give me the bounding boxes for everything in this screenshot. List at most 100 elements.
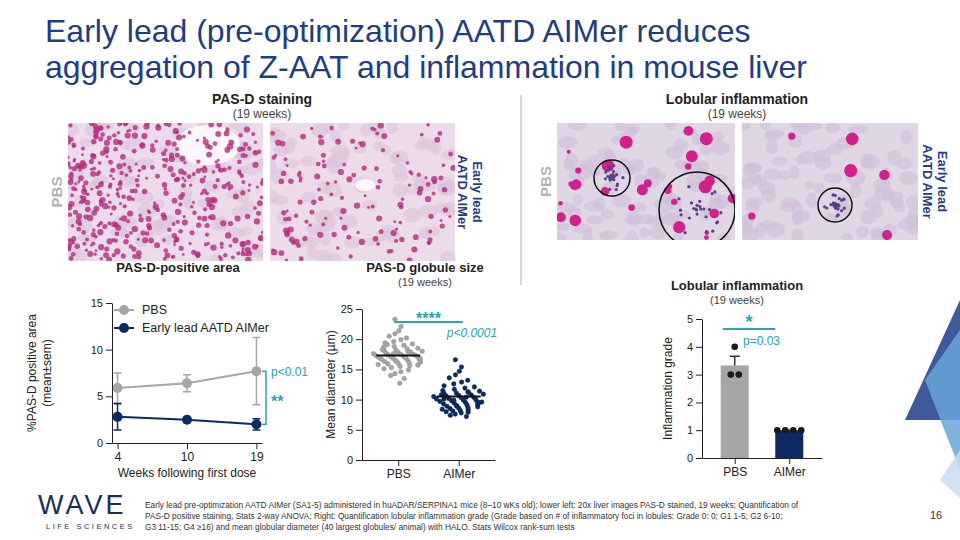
- data-point: [475, 405, 480, 410]
- image-texture: [99, 197, 105, 203]
- data-point: [442, 383, 447, 388]
- image-texture: [417, 190, 423, 196]
- image-texture: [117, 131, 121, 135]
- image-texture: [113, 147, 118, 152]
- image-texture: [90, 154, 96, 160]
- image-texture: [108, 160, 113, 165]
- image-texture: [708, 208, 711, 211]
- image-texture: [900, 130, 911, 145]
- image-texture: [179, 156, 185, 162]
- x-tick: 10: [181, 443, 195, 464]
- image-texture: [613, 175, 616, 178]
- image-texture: [432, 191, 436, 195]
- data-point: [453, 412, 458, 417]
- y-tick-mark: [696, 430, 702, 431]
- image-texture: [87, 215, 93, 221]
- image-texture: [176, 135, 182, 141]
- image-texture: [204, 242, 208, 246]
- image-texture: [210, 244, 216, 250]
- image-texture: [247, 146, 252, 151]
- image-texture: [318, 196, 323, 201]
- image-texture: [108, 185, 112, 189]
- image-texture: [155, 174, 160, 179]
- image-texture: [169, 152, 174, 157]
- data-point: [480, 400, 485, 405]
- image-texture: [600, 232, 611, 240]
- data-point: [798, 427, 805, 434]
- image-texture: [351, 173, 356, 178]
- image-texture: [163, 190, 168, 195]
- image-texture: [166, 215, 177, 223]
- y-tick-mark: [356, 400, 362, 401]
- image-texture: [164, 123, 169, 126]
- image-texture: [274, 154, 277, 157]
- data-point: [459, 411, 464, 416]
- image-texture: [209, 204, 215, 210]
- x-axis: 41019: [113, 443, 264, 464]
- image-texture: [78, 223, 81, 226]
- y-tick-label: 25: [341, 303, 353, 315]
- image-texture: [609, 167, 612, 170]
- image-texture: [119, 171, 123, 175]
- y-tick-label: 1: [687, 424, 693, 436]
- footnote: Early lead pre-optimization AATD AIMer (…: [145, 500, 799, 510]
- image-texture: [567, 150, 571, 154]
- image-texture: [182, 135, 186, 139]
- image-texture: [195, 253, 200, 258]
- image-texture: [124, 173, 128, 177]
- image-texture: [648, 167, 661, 178]
- image-texture: [172, 233, 177, 238]
- image-texture: [150, 147, 156, 153]
- image-texture: [140, 230, 145, 235]
- image-texture: [888, 191, 903, 204]
- image-texture: [339, 217, 342, 220]
- image-texture: [840, 209, 843, 212]
- image-texture: [175, 147, 179, 151]
- y-tick-mark: [356, 460, 362, 461]
- image-texture: [121, 195, 126, 200]
- image-texture: [373, 236, 379, 242]
- image-texture: [93, 123, 98, 128]
- image-texture: [688, 216, 691, 219]
- data-point: [453, 357, 458, 362]
- image-texture: [309, 224, 312, 227]
- image-texture: [142, 237, 148, 243]
- image-texture: [155, 125, 161, 131]
- image-texture: [148, 238, 154, 244]
- image-texture: [147, 209, 151, 213]
- image-texture: [719, 211, 722, 214]
- image-texture: [326, 182, 330, 186]
- image-texture: [363, 200, 378, 211]
- image-texture: [442, 202, 455, 214]
- x-tick-mark: [118, 443, 119, 449]
- y-tick-label: 10: [341, 394, 353, 406]
- y-tick: 10: [341, 394, 362, 406]
- image-texture: [616, 184, 619, 187]
- image-texture: [77, 180, 80, 183]
- image-texture: [846, 133, 859, 146]
- image-texture: [135, 178, 139, 182]
- image-texture: [175, 177, 180, 182]
- slide-title: aggregation of Z-AAT and inflammation in…: [45, 49, 807, 85]
- image-texture: [68, 248, 71, 251]
- image-texture: [72, 241, 75, 244]
- image-texture: [567, 123, 587, 130]
- image-texture: [107, 136, 112, 141]
- image-texture: [664, 123, 676, 130]
- data-point: [459, 380, 464, 385]
- image-texture: [389, 249, 393, 253]
- image-texture: [225, 232, 231, 238]
- image-texture: [319, 210, 334, 221]
- image-texture: [417, 137, 431, 147]
- image-texture: [105, 155, 108, 158]
- image-texture: [342, 163, 346, 167]
- image-texture: [413, 234, 419, 240]
- image-texture: [240, 190, 245, 195]
- image-texture: [133, 189, 138, 194]
- image-texture: [324, 217, 327, 220]
- image-texture: [695, 208, 698, 211]
- image-texture: [791, 229, 804, 240]
- image-texture: [378, 123, 384, 129]
- image-texture: [164, 158, 169, 163]
- image-texture: [680, 213, 683, 216]
